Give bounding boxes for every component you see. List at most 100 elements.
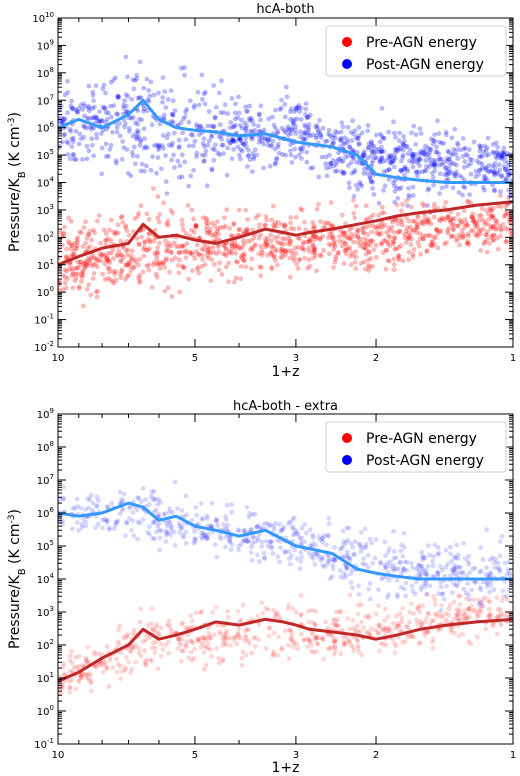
- scatter-point: [355, 239, 361, 245]
- scatter-point: [303, 136, 308, 142]
- scatter-point: [431, 157, 437, 163]
- scatter-point: [310, 255, 316, 261]
- scatter-point: [492, 560, 497, 565]
- scatter-point: [164, 135, 170, 141]
- scatter-point: [362, 241, 367, 247]
- scatter-point: [118, 238, 124, 244]
- scatter-point: [69, 677, 75, 683]
- y-tick-label: 105: [37, 148, 54, 162]
- scatter-point: [259, 544, 264, 550]
- scatter-point: [385, 239, 391, 245]
- scatter-point: [342, 154, 348, 160]
- scatter-point: [60, 242, 65, 248]
- scatter-point: [501, 612, 507, 618]
- scatter-point: [428, 161, 434, 166]
- scatter-point: [177, 289, 183, 295]
- scatter-point: [418, 622, 424, 628]
- scatter-point: [235, 608, 241, 614]
- scatter-point: [118, 650, 124, 655]
- scatter-point: [398, 167, 403, 173]
- scatter-point: [69, 253, 74, 259]
- scatter-point: [164, 242, 170, 248]
- scatter-point: [241, 253, 247, 259]
- scatter-point: [191, 167, 197, 173]
- scatter-point: [387, 258, 392, 264]
- scatter-point: [265, 241, 270, 247]
- scatter-point: [217, 631, 223, 637]
- scatter-point: [192, 646, 197, 652]
- scatter-point: [94, 502, 100, 508]
- scatter-point: [157, 527, 162, 533]
- scatter-point: [283, 249, 288, 255]
- scatter-point: [347, 185, 352, 191]
- scatter-point: [393, 643, 399, 649]
- scatter-point: [483, 175, 488, 181]
- scatter-point: [327, 231, 333, 237]
- scatter-point: [290, 526, 296, 531]
- scatter-point: [444, 583, 449, 589]
- scatter-point: [430, 162, 436, 168]
- scatter-point: [71, 135, 76, 141]
- scatter-point: [90, 92, 96, 98]
- scatter-point: [156, 145, 162, 151]
- scatter-point: [225, 138, 231, 143]
- scatter-point: [429, 238, 435, 244]
- scatter-point: [377, 648, 382, 654]
- scatter-point: [252, 127, 258, 133]
- scatter-point: [318, 557, 324, 563]
- scatter-point: [341, 261, 347, 266]
- scatter-point: [410, 219, 416, 224]
- scatter-point: [367, 175, 373, 181]
- scatter-point: [506, 172, 512, 178]
- scatter-point: [465, 581, 471, 587]
- scatter-point: [426, 186, 432, 191]
- scatter-point: [326, 152, 332, 158]
- scatter-point: [458, 147, 463, 153]
- scatter-point: [377, 559, 383, 565]
- scatter-point: [81, 516, 86, 522]
- scatter-point: [83, 240, 88, 246]
- scatter-point: [196, 638, 201, 644]
- scatter-point: [467, 192, 473, 198]
- scatter-point: [202, 262, 208, 268]
- scatter-point: [290, 251, 295, 257]
- scatter-point: [75, 271, 81, 277]
- scatter-point: [380, 224, 385, 230]
- scatter-point: [506, 163, 511, 169]
- scatter-point: [209, 132, 215, 138]
- scatter-point: [229, 240, 235, 246]
- scatter-point: [232, 279, 237, 285]
- scatter-point: [370, 238, 375, 244]
- scatter-point: [274, 157, 279, 163]
- scatter-point: [425, 629, 431, 635]
- scatter-point: [351, 551, 356, 557]
- scatter-point: [472, 580, 478, 586]
- scatter-point: [495, 607, 501, 612]
- x-tick-label: 3: [293, 750, 299, 761]
- scatter-point: [243, 633, 249, 639]
- scatter-point: [498, 611, 504, 616]
- scatter-point: [356, 125, 362, 130]
- scatter-point: [76, 679, 81, 684]
- scatter-point: [94, 494, 100, 500]
- x-tick-label: 5: [192, 353, 198, 364]
- scatter-point: [82, 124, 87, 130]
- scatter-point: [106, 525, 112, 531]
- scatter-point: [244, 504, 250, 510]
- scatter-point: [240, 602, 246, 608]
- scatter-point: [404, 166, 410, 172]
- scatter-point: [378, 561, 384, 567]
- scatter-point: [476, 608, 482, 614]
- scatter-point: [290, 517, 295, 523]
- scatter-point: [201, 242, 207, 248]
- scatter-point: [474, 231, 480, 237]
- scatter-point: [149, 284, 155, 290]
- scatter-point: [490, 621, 496, 627]
- scatter-point: [376, 587, 381, 593]
- scatter-point: [188, 638, 194, 644]
- scatter-point: [502, 158, 508, 164]
- scatter-point: [355, 623, 360, 629]
- scatter-point: [386, 627, 392, 633]
- scatter-point: [199, 516, 205, 522]
- scatter-point: [508, 228, 513, 234]
